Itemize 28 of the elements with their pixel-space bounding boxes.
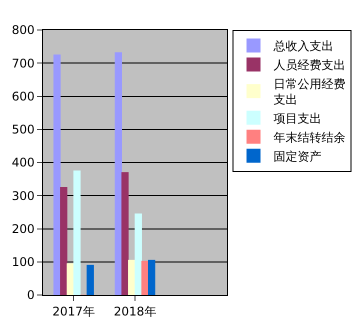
bar bbox=[53, 54, 61, 295]
bar bbox=[121, 172, 129, 295]
legend-label: 项目支出 bbox=[274, 111, 322, 126]
y-tick-label: 400 bbox=[12, 156, 35, 170]
y-tick-label: 0 bbox=[26, 288, 35, 302]
legend-label: 日常公用经费支出 bbox=[274, 76, 346, 107]
bar bbox=[66, 263, 74, 295]
bar bbox=[134, 214, 142, 295]
legend-label: 年末结转结余 bbox=[274, 130, 346, 144]
x-tick-label: 2018年 bbox=[114, 304, 156, 318]
bar bbox=[60, 187, 68, 295]
legend-label: 总收入支出 bbox=[272, 39, 334, 54]
y-tick-label: 500 bbox=[12, 122, 35, 137]
y-tick-label: 100 bbox=[12, 255, 35, 270]
bar bbox=[141, 260, 149, 295]
bar bbox=[128, 260, 136, 295]
bar bbox=[86, 264, 94, 295]
legend-label: 固定资产 bbox=[274, 149, 322, 164]
y-tick-label: 200 bbox=[12, 222, 35, 236]
bar bbox=[114, 52, 122, 295]
x-tick-label: 2017年 bbox=[52, 304, 95, 318]
y-tick-label: 700 bbox=[12, 56, 35, 70]
legend-label: 人员经费支出 bbox=[274, 58, 346, 72]
bar bbox=[148, 260, 156, 295]
y-tick-label: 600 bbox=[12, 89, 35, 104]
bar bbox=[73, 170, 81, 295]
y-tick-label: 800 bbox=[12, 23, 35, 38]
y-tick-label: 300 bbox=[12, 188, 35, 203]
